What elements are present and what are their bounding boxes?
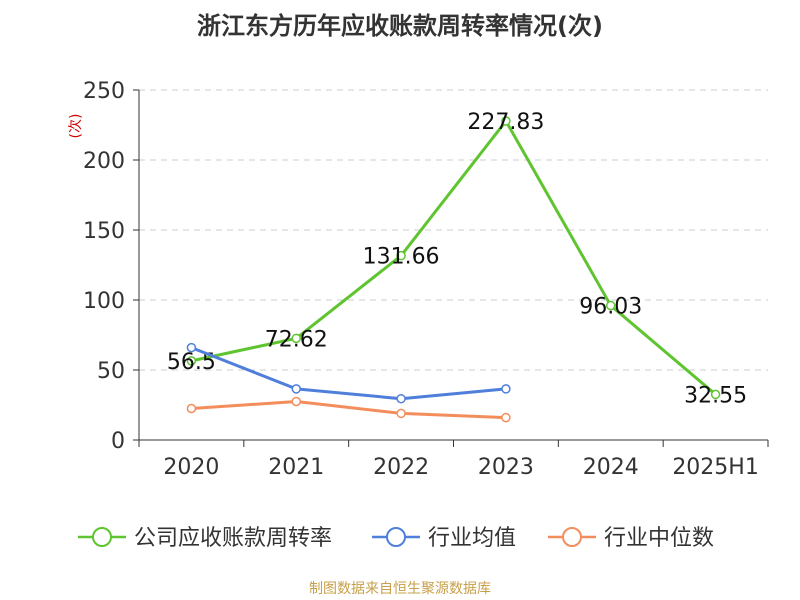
y-tick-label: 0 (111, 429, 125, 454)
data-point-1 (501, 384, 511, 394)
data-point-2 (501, 412, 511, 423)
x-tick-label: 2022 (373, 455, 429, 480)
legend-label: 行业均值 (428, 526, 516, 551)
x-tick-label: 2020 (163, 455, 219, 480)
data-point-0 (186, 356, 197, 366)
series-line-2 (191, 400, 506, 420)
y-tick-label: 250 (83, 79, 125, 104)
data-point-0 (291, 333, 301, 344)
data-point-2 (396, 408, 406, 419)
y-axis-label: (次) (68, 114, 84, 139)
y-tick-label: 150 (83, 219, 125, 244)
data-point-2 (291, 396, 301, 407)
series-line-1 (190, 346, 507, 401)
data-label: 72.62 (265, 327, 328, 352)
data-point-0 (501, 116, 511, 126)
y-tick-label: 100 (83, 289, 125, 314)
x-tick-label: 2025H1 (672, 455, 759, 480)
chart-title: 浙江东方历年应收账款周转率情况(次) (197, 12, 603, 40)
series-line-0 (191, 119, 717, 396)
data-label: 32.55 (684, 383, 747, 408)
data-point-0 (710, 389, 721, 400)
data-source-note: 制图数据来自恒生聚源数据库 (309, 581, 491, 597)
x-tick-label: 2024 (583, 455, 639, 480)
x-tick-label: 2021 (268, 455, 324, 480)
legend-marker-0 (92, 527, 112, 547)
data-point-1 (396, 393, 406, 404)
data-point-0 (396, 250, 406, 261)
data-point-2 (186, 403, 197, 414)
data-point-1 (291, 384, 301, 394)
data-point-0 (606, 300, 616, 311)
x-tick-label: 2023 (478, 455, 534, 480)
legend-marker-1 (386, 527, 406, 547)
legend-label: 公司应收账款周转率 (134, 526, 332, 551)
legend-marker-2 (562, 527, 582, 547)
y-tick-label: 200 (83, 149, 125, 174)
data-label: 96.03 (579, 295, 642, 320)
data-point-1 (186, 342, 197, 353)
y-tick-label: 50 (97, 359, 125, 384)
legend-label: 行业中位数 (604, 526, 714, 551)
data-label: 227.83 (467, 110, 544, 135)
data-label: 131.66 (363, 245, 440, 270)
